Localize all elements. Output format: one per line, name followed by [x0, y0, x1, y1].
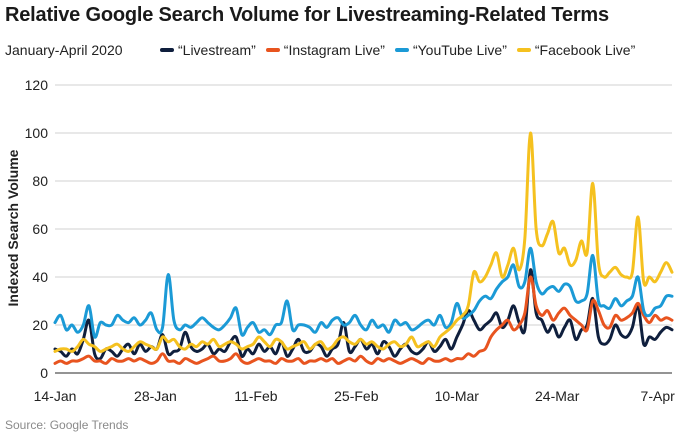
legend-label-instagram-live: “Instagram Live” — [283, 42, 385, 58]
series-line-2 — [53, 246, 674, 339]
y-tick-label: 40 — [32, 269, 48, 285]
legend-swatch-instagram-live — [265, 48, 280, 52]
x-tick-label: 28-Jan — [134, 388, 177, 404]
x-tick-label: 11-Feb — [234, 388, 278, 404]
y-tick-label: 100 — [25, 125, 49, 141]
legend-swatch-youtube-live — [394, 48, 409, 52]
legend-item-livestream: “Livestream” — [160, 42, 256, 58]
y-tick-label: 0 — [40, 365, 48, 381]
legend-label-livestream: “Livestream” — [178, 42, 256, 58]
y-tick-label: 120 — [25, 77, 49, 93]
legend-item-facebook-live: “Facebook Live” — [516, 42, 636, 58]
legend-swatch-facebook-live — [516, 48, 531, 52]
series-line-3 — [53, 131, 674, 353]
chart-title: Relative Google Search Volume for Livest… — [5, 4, 609, 26]
y-tick-label: 60 — [32, 221, 48, 237]
source-note: Source: Google Trends — [5, 418, 129, 432]
series-lines — [53, 131, 674, 365]
x-tick-label: 7-Apr — [641, 388, 676, 404]
legend-item-instagram-live: “Instagram Live” — [265, 42, 385, 58]
x-axis-ticks: 14-Jan 28-Jan 11-Feb 25-Feb 10-Mar 24-Mar 7-Ap… — [34, 388, 676, 404]
y-tick-label: 20 — [32, 317, 48, 333]
legend-label-facebook-live: “Facebook Live” — [534, 42, 636, 58]
y-axis-title: Indexed Search Volume — [5, 149, 21, 306]
series-line-1 — [53, 275, 674, 365]
gridlines — [55, 84, 672, 374]
legend-label-youtube-live: “YouTube Live” — [412, 42, 507, 58]
legend-item-youtube-live: “YouTube Live” — [394, 42, 507, 58]
x-tick-label: 24-Mar — [535, 388, 580, 404]
chart-subtitle: January-April 2020 — [5, 42, 123, 58]
y-axis-ticks: 0 20 40 60 80 100 120 — [25, 77, 49, 381]
legend: “Livestream” “Instagram Live” “YouTube L… — [160, 42, 635, 58]
x-tick-label: 25-Feb — [334, 388, 379, 404]
x-tick-label: 10-Mar — [435, 388, 480, 404]
x-tick-label: 14-Jan — [34, 388, 77, 404]
legend-swatch-livestream — [160, 48, 174, 52]
y-tick-label: 80 — [32, 173, 48, 189]
